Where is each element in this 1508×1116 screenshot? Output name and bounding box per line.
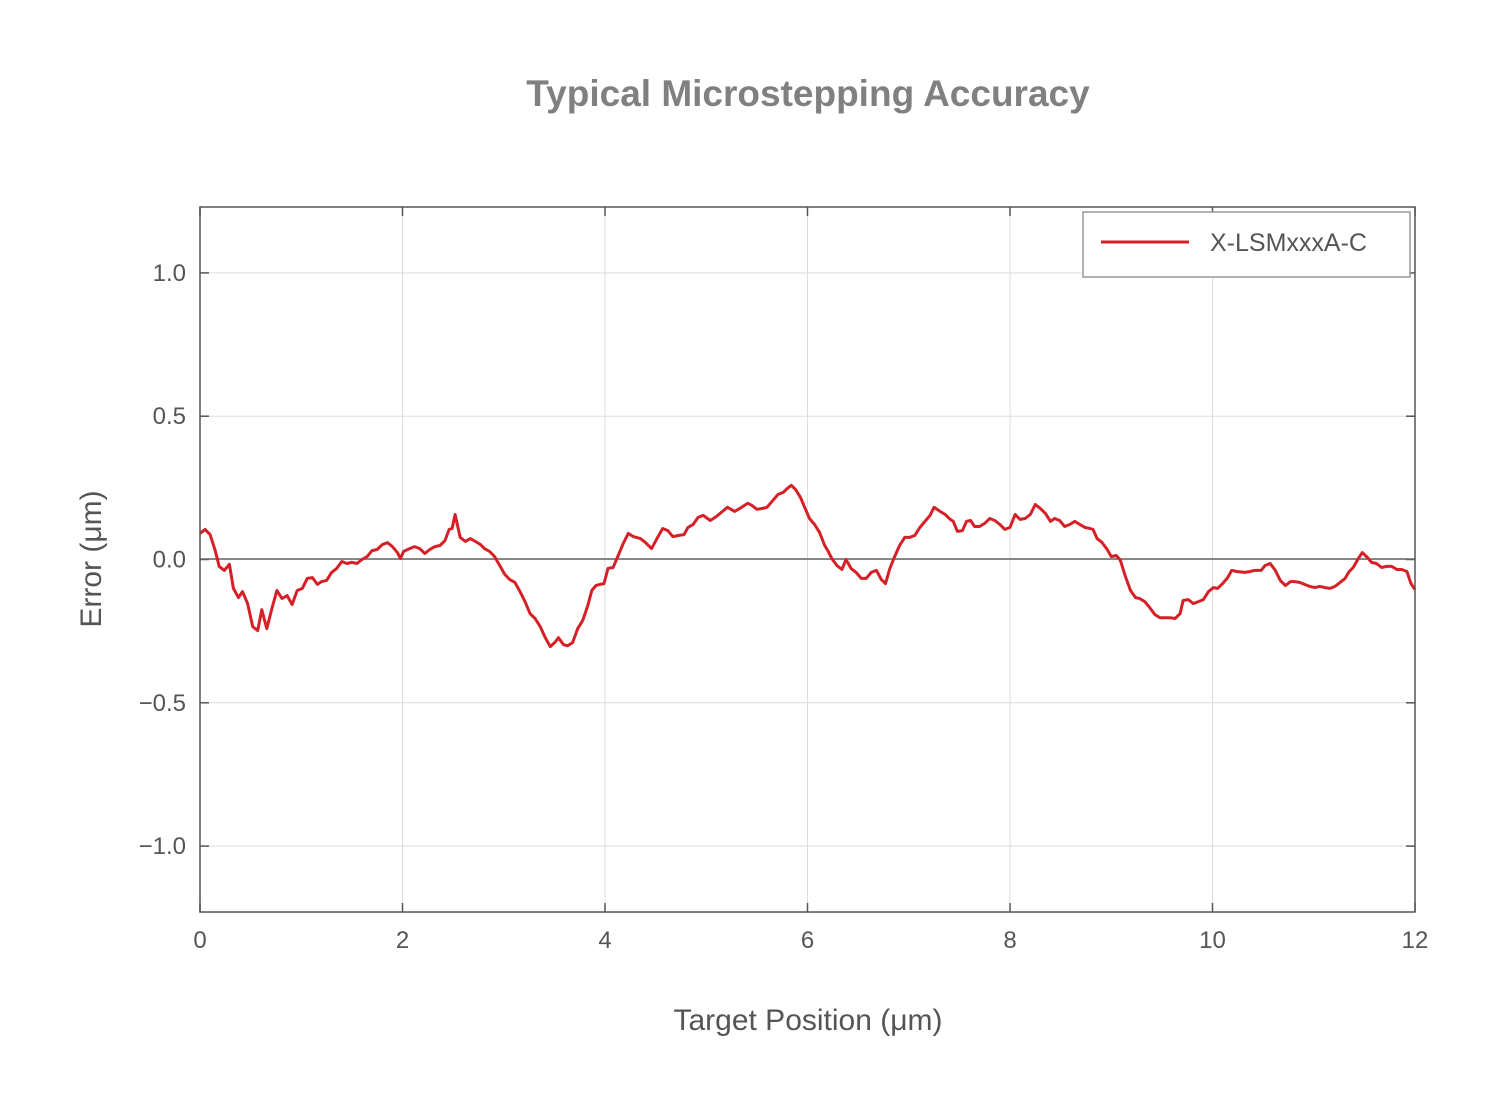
- x-tick-label: 4: [598, 927, 611, 954]
- y-tick-labels: 1.0 0.5 0.0 −0.5 −1.0: [139, 260, 186, 860]
- x-tick-label: 8: [1003, 927, 1016, 954]
- x-axis-label: Target Position (μm): [673, 1004, 942, 1037]
- chart-title: Typical Microstepping Accuracy: [526, 73, 1090, 114]
- x-tick-label: 12: [1402, 927, 1429, 954]
- legend: X-LSMxxxA-C: [1082, 211, 1411, 278]
- y-tick-label: 1.0: [153, 260, 186, 287]
- y-tick-label: 0.5: [153, 403, 186, 430]
- legend-label: X-LSMxxxA-C: [1210, 229, 1367, 257]
- legend-box: [1082, 211, 1411, 278]
- y-axis-label: Error (μm): [75, 490, 108, 627]
- series-line-x-lsmxxxa-c: [199, 483, 1417, 649]
- x-tick-labels: 0 2 4 6 8 10 12: [193, 927, 1428, 954]
- x-tick-label: 6: [801, 927, 814, 954]
- plot-frame: [199, 206, 1416, 913]
- x-tick-label: 10: [1199, 927, 1226, 954]
- x-tick-label: 2: [396, 927, 409, 954]
- y-tick-label: −1.0: [139, 833, 186, 860]
- y-tick-label: −0.5: [139, 690, 186, 717]
- x-tick-label: 0: [193, 927, 206, 954]
- y-tick-label: 0.0: [153, 547, 186, 574]
